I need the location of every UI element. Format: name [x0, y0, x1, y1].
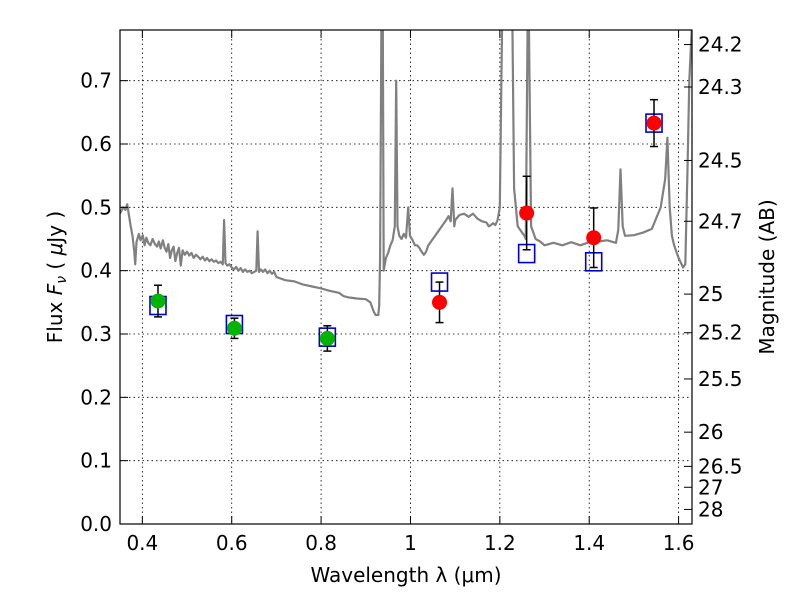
green-data-point — [319, 330, 335, 346]
right-tick-label: 24.5 — [698, 148, 743, 172]
right-tick-label: 26 — [698, 420, 723, 444]
right-tick-label: 25.2 — [698, 321, 743, 345]
x-tick-label: 0.4 — [126, 531, 158, 555]
x-tick-label: 0.6 — [216, 531, 248, 555]
y-tick-label: 0.4 — [80, 259, 112, 283]
x-axis-label: Wavelength λ (μm) — [310, 563, 501, 587]
right-tick-label: 24.7 — [698, 209, 743, 233]
green-data-point — [226, 320, 242, 336]
red-data-point — [646, 115, 662, 131]
y-tick-label: 0.5 — [80, 195, 112, 219]
red-data-point — [432, 294, 448, 310]
x-tick-label: 1.2 — [484, 531, 516, 555]
x-tick-label: 0.8 — [305, 531, 337, 555]
grid — [120, 30, 692, 525]
x-tick-label: 1 — [404, 531, 417, 555]
right-tick-label: 25 — [698, 282, 723, 306]
red-data-point — [586, 230, 602, 246]
right-tick-label: 28 — [698, 497, 723, 521]
green-data-point — [150, 293, 166, 309]
template-spectrum-line — [120, 30, 692, 317]
right-tick-label: 25.5 — [698, 367, 743, 391]
right-tick-label: 26.5 — [698, 454, 743, 478]
y-tick-label: 0.2 — [80, 385, 112, 409]
axis-ticks: 0.4 0.6 0.8 1 1.2 1.4 1.6 0.0 0.1 0.2 0.3 0.4 0.5 0.6… — [80, 30, 743, 555]
right-tick-label: 24.2 — [698, 33, 743, 57]
right-tick-label: 27 — [698, 475, 723, 499]
x-tick-label: 1.4 — [573, 531, 605, 555]
right-tick-label: 24.3 — [698, 75, 743, 99]
template-spectrum-layer — [120, 30, 692, 317]
right-axis-label: Magnitude (AB) — [755, 199, 779, 354]
y-tick-label: 0.6 — [80, 132, 112, 156]
y-tick-label: 0.3 — [80, 322, 112, 346]
plot-frame — [119, 29, 693, 525]
y-tick-label: 0.0 — [80, 512, 112, 536]
red-data-point — [519, 205, 535, 221]
data-points-layer — [149, 98, 663, 352]
y-axis-label: Flux Fν ( μJy ) — [43, 211, 70, 343]
x-tick-label: 1.6 — [663, 531, 695, 555]
y-tick-label: 0.1 — [80, 449, 112, 473]
y-tick-label: 0.7 — [80, 69, 112, 93]
